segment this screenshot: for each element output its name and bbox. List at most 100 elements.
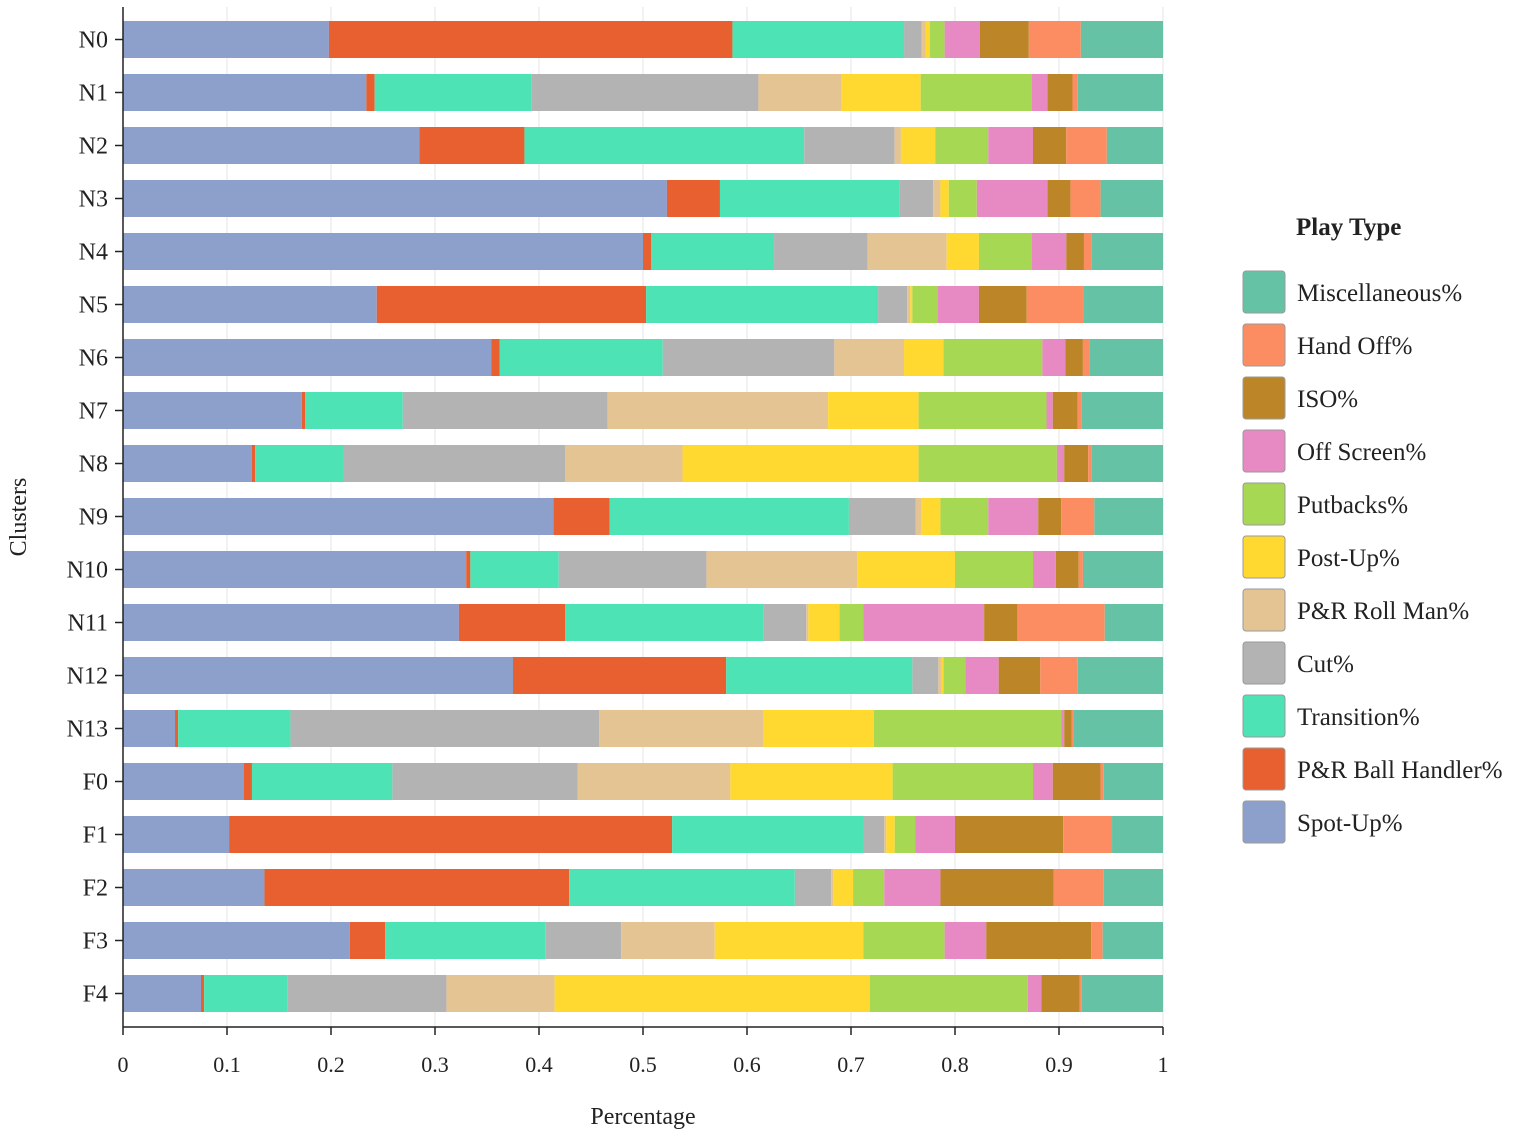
bar-segment — [912, 657, 939, 694]
bar-segment — [558, 551, 707, 588]
bar-segment — [123, 286, 377, 323]
bar-segment — [175, 710, 179, 747]
bar-segment — [123, 975, 201, 1012]
bar-segment — [513, 657, 727, 694]
bar-segment — [1100, 180, 1163, 217]
bar-segment — [565, 604, 764, 641]
bar-segment — [979, 21, 1029, 58]
bar-segment — [986, 922, 1092, 959]
bar-segment — [264, 869, 570, 906]
x-ticks: 0 0.1 0.2 0.3 0.4 0.5 0.6 0.7 0.8 0.9 1 — [118, 1027, 1169, 1077]
bar-segment — [123, 816, 230, 853]
bar-segment — [899, 180, 934, 217]
bar-segment — [935, 127, 989, 164]
bar-segment — [1031, 74, 1048, 111]
x-tick-label: 0.8 — [941, 1052, 969, 1077]
bar-segment — [904, 21, 922, 58]
bar-segment — [933, 180, 941, 217]
bar-segment — [1061, 710, 1065, 747]
bar-segment — [884, 816, 887, 853]
y-tick-label-n0: N0 — [79, 28, 108, 54]
bar-segment — [943, 657, 966, 694]
bar-segment — [301, 392, 305, 429]
bar-segment — [1031, 233, 1067, 270]
bar-segment — [646, 286, 879, 323]
legend-swatch — [1242, 694, 1286, 738]
bar-segment — [841, 74, 921, 111]
bar-segment — [1046, 392, 1053, 429]
bar-segment — [1064, 710, 1072, 747]
legend-swatch — [1242, 588, 1286, 632]
bar-segment — [1083, 233, 1092, 270]
bar-segment — [290, 710, 600, 747]
bar-segment — [863, 604, 985, 641]
bar-segment — [607, 392, 829, 429]
bar-segment — [857, 551, 955, 588]
y-tick-label-n9: N9 — [79, 505, 108, 531]
bar-segment — [948, 180, 977, 217]
bar-segment — [531, 74, 759, 111]
bar-segment — [831, 869, 834, 906]
bar-segment — [938, 657, 942, 694]
bar-segment — [1065, 339, 1083, 376]
legend-label: Hand Off% — [1297, 333, 1412, 360]
y-tick-label-n1: N1 — [79, 81, 108, 107]
bar-segment — [940, 869, 1054, 906]
bar-segment — [1089, 339, 1163, 376]
x-tick-label: 0.1 — [213, 1052, 241, 1077]
bar-segment — [834, 339, 905, 376]
bar-segment — [706, 551, 858, 588]
y-tick-label-n3: N3 — [79, 187, 108, 213]
bar-segment — [651, 233, 775, 270]
legend-swatch — [1242, 376, 1286, 420]
legend-swatch — [1242, 747, 1286, 791]
x-tick-label: 0.6 — [733, 1052, 761, 1077]
bar-segment — [123, 339, 492, 376]
bar-segment — [1103, 869, 1163, 906]
bar-segment — [763, 710, 874, 747]
bar-segment — [940, 498, 989, 535]
bar-segment — [123, 657, 513, 694]
legend: Play Type Miscellaneous% Hand Off% ISO% Off… — [1242, 214, 1503, 844]
legend-label: Miscellaneous% — [1297, 280, 1462, 307]
bar-segment — [402, 392, 608, 429]
legend-label: ISO% — [1297, 386, 1358, 413]
y-tick-label-f4: F4 — [83, 982, 108, 1008]
y-tick-label-n11: N11 — [68, 611, 108, 637]
bar-segment — [988, 127, 1033, 164]
y-tick-label-f0: F0 — [83, 770, 108, 796]
x-tick-label: 0.5 — [629, 1052, 657, 1077]
bar-segment — [446, 975, 555, 1012]
y-tick-label-n12: N12 — [67, 664, 108, 690]
bar-segment — [918, 445, 1057, 482]
bar-segment — [385, 922, 546, 959]
x-tick-label: 0.9 — [1045, 1052, 1073, 1077]
bar-segment — [123, 869, 265, 906]
bar-segment — [243, 763, 252, 800]
bar-segment — [1027, 975, 1042, 1012]
bar-segment — [839, 604, 864, 641]
legend-label: P&R Ball Handler% — [1297, 757, 1503, 784]
bar-segment — [1066, 233, 1084, 270]
bar-segment — [978, 233, 1032, 270]
bar-segment — [1104, 604, 1163, 641]
bar-segment — [609, 498, 849, 535]
y-tick-label-n5: N5 — [79, 293, 108, 319]
bar-segment — [123, 604, 459, 641]
bar-segment — [1100, 763, 1104, 800]
bar-segment — [1083, 286, 1163, 323]
bar-segment — [894, 816, 916, 853]
bar-segment — [863, 922, 945, 959]
legend-swatch — [1242, 535, 1286, 579]
x-tick-label: 0.2 — [317, 1052, 345, 1077]
bar-segment — [1077, 74, 1163, 111]
bar-segment — [946, 233, 979, 270]
bar-segment — [921, 21, 926, 58]
y-tick-label-n2: N2 — [79, 134, 108, 160]
bar-segment — [491, 339, 500, 376]
bar-segment — [808, 604, 840, 641]
bar-segment — [1102, 922, 1163, 959]
bar-segment — [666, 180, 720, 217]
bar-segment — [1053, 869, 1104, 906]
bar-segment — [305, 392, 403, 429]
